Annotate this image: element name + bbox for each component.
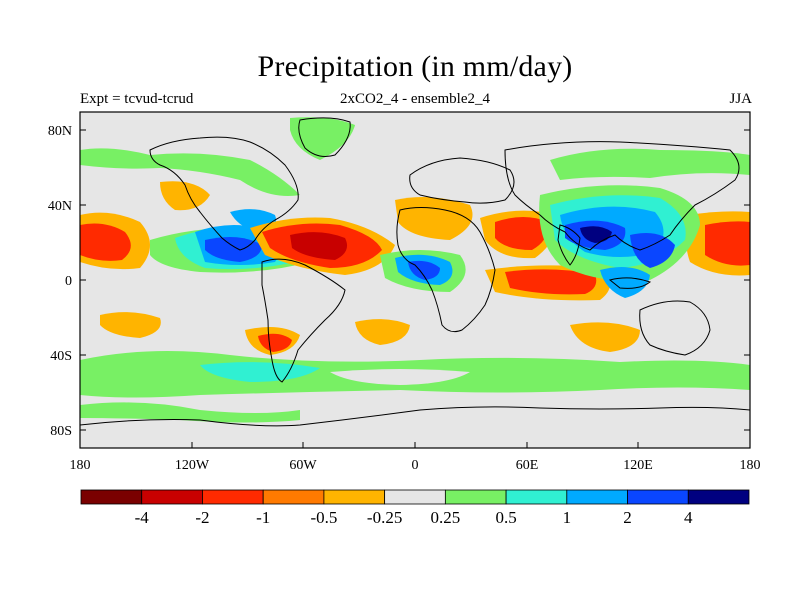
contour-cyan-south [200, 362, 320, 382]
map-title: Precipitation (in mm/day) [257, 50, 573, 83]
coast-africa [396, 207, 496, 333]
lon-tick-labels: 180 120W 60W 0 60E 120E 180 [70, 458, 761, 473]
lon-label: 60W [289, 458, 317, 473]
colorbar-label: -4 [135, 508, 150, 527]
contour-gray-south [330, 369, 470, 385]
lat-tick-labels: 80N 40N 0 40S 80S [48, 124, 72, 439]
coast-indonesia [608, 277, 652, 289]
colorbar-label: -0.5 [310, 508, 337, 527]
coast-north-america [149, 136, 299, 251]
colorbar-swatch [384, 489, 446, 505]
season-label: JJA [729, 91, 752, 107]
contour-red-io [505, 269, 597, 295]
contour-navy-asia [580, 226, 612, 243]
contour-orange-spac [100, 312, 161, 338]
colorbar: -4 -2 -1 -0.5 -0.25 0.25 0.5 1 2 4 [80, 489, 750, 527]
contour-red-satl [258, 333, 292, 352]
lat-label: 40N [48, 199, 72, 214]
contour-orange-saus [570, 322, 640, 352]
coast-greenland [298, 117, 351, 157]
colorbar-label: 4 [684, 508, 693, 527]
lat-label: 0 [65, 274, 72, 289]
colorbar-label: 1 [563, 508, 572, 527]
contour-red-cpac-west [80, 223, 131, 261]
colorbar-swatch [444, 489, 507, 505]
anomaly-contours [80, 117, 750, 423]
contour-blue-maritime [600, 266, 650, 298]
colorbar-label: -1 [256, 508, 270, 527]
lon-label: 120E [623, 458, 653, 473]
ensemble-label: 2xCO2_4 - ensemble2_4 [340, 91, 490, 107]
colorbar-swatch [687, 489, 750, 505]
map-panel: 80N 40N 0 40S 80S 180 120W 60W 0 60E 120… [48, 111, 761, 473]
lon-ticks [79, 442, 751, 448]
lat-ticks [80, 129, 750, 431]
coast-asia [504, 141, 740, 251]
lon-label: 180 [740, 458, 761, 473]
coastlines [79, 117, 751, 427]
colorbar-swatch [627, 489, 689, 505]
contour-green-antarctic [80, 402, 300, 423]
contour-blue-wpac [630, 232, 675, 268]
lon-label: 120W [175, 458, 210, 473]
colorbar-swatch [262, 489, 325, 505]
contour-green-arctic-west [80, 148, 300, 196]
contour-red-nafr [495, 217, 549, 250]
colorbar-label: 2 [623, 508, 632, 527]
coast-india [557, 224, 581, 266]
contour-red-cpac-east [705, 221, 750, 266]
contour-green-arctic-east [550, 148, 750, 180]
colorbar-swatch [323, 489, 386, 505]
colorbar-label: -0.25 [367, 508, 402, 527]
colorbar-label: 0.5 [495, 508, 516, 527]
contour-darkblue-epac [205, 236, 262, 262]
lon-label: 0 [412, 458, 419, 473]
colorbar-swatch [505, 489, 568, 505]
experiment-label: Expt = tcvud-tcrud [80, 91, 194, 107]
coast-europe [409, 157, 515, 204]
colorbar-label: -2 [195, 508, 209, 527]
lon-label: 180 [70, 458, 91, 473]
lat-label: 40S [50, 349, 72, 364]
colorbar-swatch [202, 489, 264, 505]
contour-darkred-tatl [290, 232, 348, 260]
colorbar-swatch [141, 489, 203, 505]
contour-orange-sio [355, 319, 410, 345]
lon-label: 60E [516, 458, 539, 473]
lat-label: 80N [48, 124, 72, 139]
colorbar-swatch [80, 489, 143, 505]
lat-label: 80S [50, 424, 72, 439]
coast-australia [639, 300, 711, 356]
contour-orange-npac [160, 181, 210, 211]
coast-antarctica [79, 406, 751, 427]
colorbar-swatch [566, 489, 628, 505]
coast-south-america [261, 258, 346, 383]
colorbar-label: 0.25 [430, 508, 460, 527]
